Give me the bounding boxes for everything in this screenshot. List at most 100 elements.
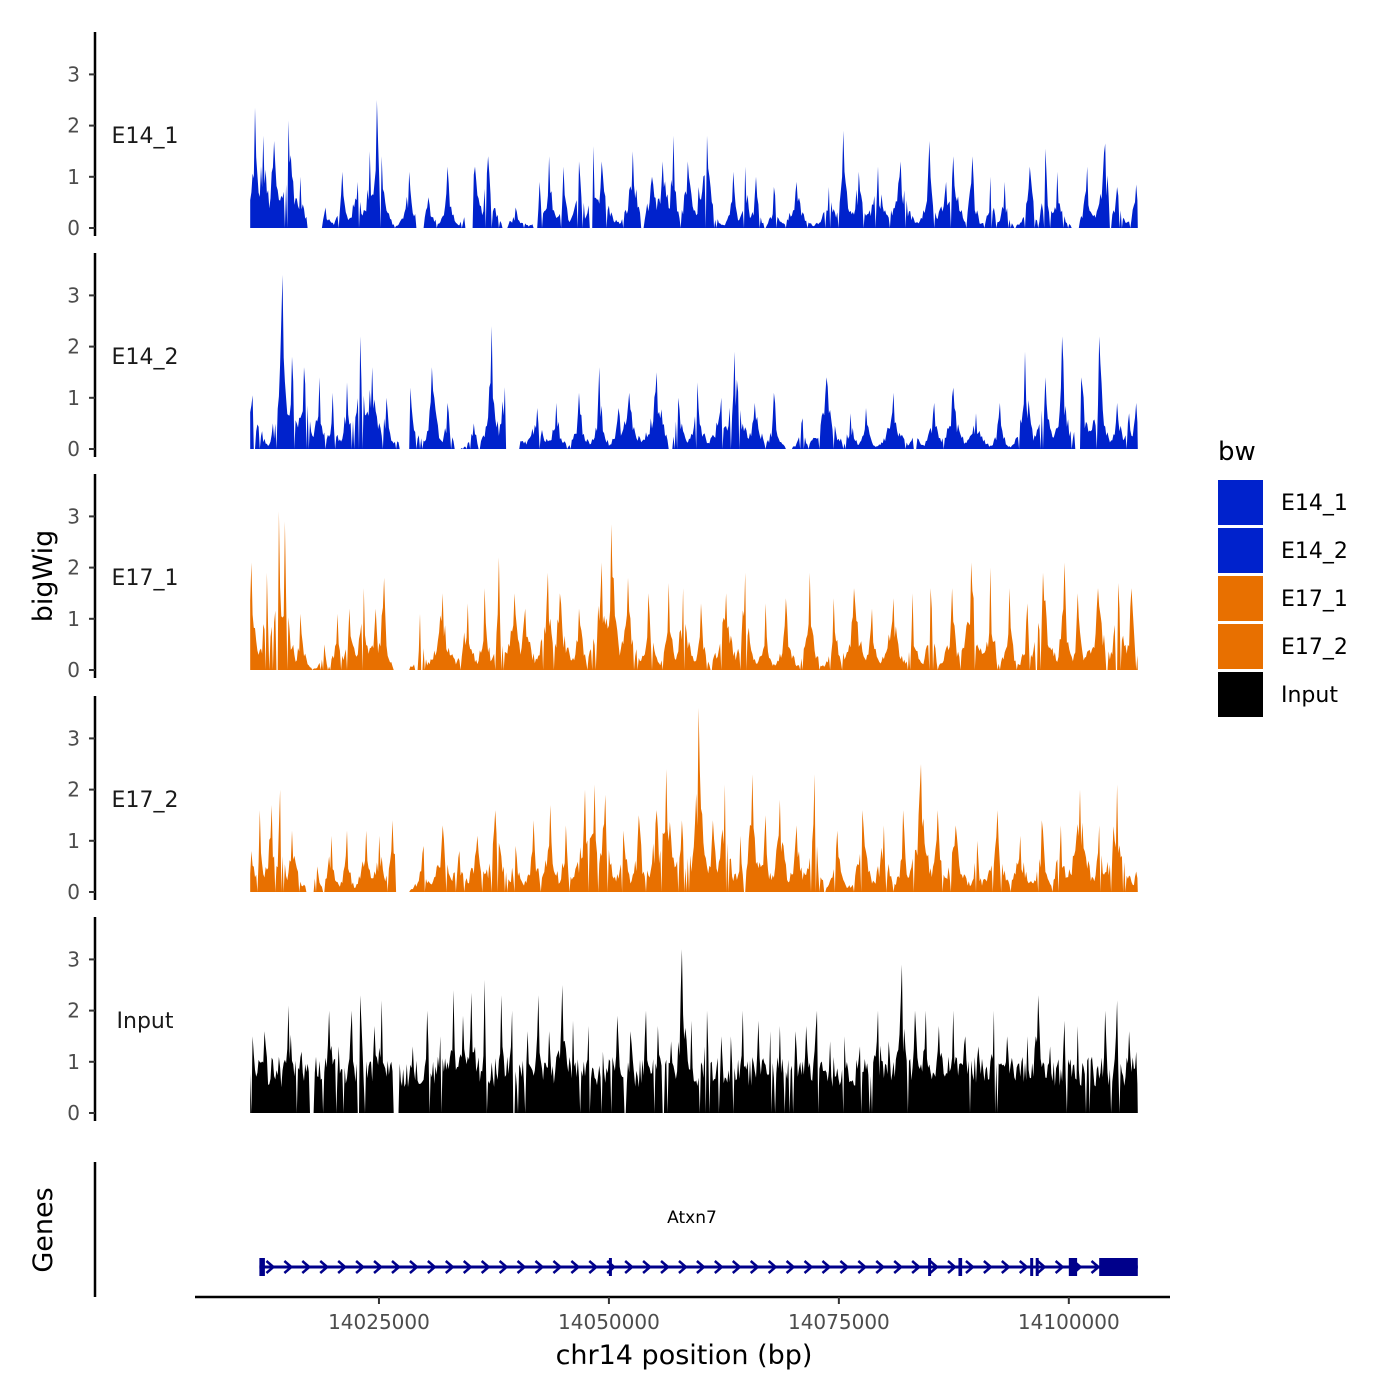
y-tick-label: 3 xyxy=(67,283,80,307)
signal-tracks: 0 1 2 3 E14_1 0 1 2 3 E14_2 0 1 2 3 E17_1 0 1 2 3 E17_2 0 1 2 3… xyxy=(67,32,1138,1125)
strand-arrow xyxy=(965,1260,975,1274)
strand-arrow xyxy=(283,1260,294,1274)
exon xyxy=(1030,1258,1034,1276)
strand-arrow xyxy=(678,1260,688,1274)
strand-arrow xyxy=(875,1260,886,1274)
strand-arrow xyxy=(1054,1260,1065,1274)
strand-arrow xyxy=(552,1260,563,1274)
strand-arrow xyxy=(660,1260,670,1274)
strand-arrow xyxy=(534,1260,545,1274)
track-Input: 0 1 2 3 Input xyxy=(67,917,1138,1125)
track-label: E14_1 xyxy=(112,124,179,149)
strand-arrow xyxy=(1036,1260,1047,1274)
legend-label-Input: Input xyxy=(1281,683,1338,708)
y-tick-label: 1 xyxy=(67,1050,80,1074)
track-E17_2: 0 1 2 3 E17_2 xyxy=(67,696,1138,904)
exon xyxy=(928,1258,932,1276)
strand-arrow xyxy=(642,1260,653,1274)
track-label: E14_2 xyxy=(112,345,179,370)
strand-arrow xyxy=(624,1260,635,1274)
strand-arrow xyxy=(427,1260,437,1274)
strand-arrow xyxy=(911,1260,922,1274)
signal-area-E14_2 xyxy=(250,274,1138,449)
strand-arrow xyxy=(947,1260,957,1274)
strand-arrow xyxy=(749,1260,760,1274)
strand-arrow xyxy=(1090,1260,1101,1274)
exon xyxy=(958,1258,963,1276)
y-tick-label: 0 xyxy=(67,658,80,682)
legend-key-Input xyxy=(1218,672,1263,717)
strand-arrow xyxy=(444,1260,455,1274)
strand-arrow xyxy=(893,1260,904,1274)
strand-arrow xyxy=(857,1260,868,1274)
y-tick-label: 0 xyxy=(67,880,80,904)
y-tick-label: 0 xyxy=(67,216,80,240)
strand-arrow xyxy=(767,1260,778,1274)
x-axis-title: chr14 position (bp) xyxy=(556,1340,813,1371)
x-tick-label: 14025000 xyxy=(328,1310,430,1334)
strand-arrow xyxy=(1018,1260,1029,1274)
gene-track: Atxn7 xyxy=(93,1162,1138,1297)
strand-arrow xyxy=(929,1260,939,1274)
strand-arrow xyxy=(498,1260,509,1274)
strand-arrow xyxy=(319,1260,330,1274)
y-tick-label: 2 xyxy=(67,114,80,138)
exon xyxy=(1035,1258,1039,1276)
y-tick-label: 3 xyxy=(67,947,80,971)
strand-arrow xyxy=(696,1260,706,1274)
strand-arrow xyxy=(373,1260,383,1274)
strand-arrow xyxy=(803,1260,814,1274)
x-tick-label: 14075000 xyxy=(788,1310,890,1334)
track-label: E17_1 xyxy=(112,566,179,591)
strand-arrow xyxy=(391,1260,401,1274)
y-tick-label: 2 xyxy=(67,999,80,1023)
legend-key-E14_1 xyxy=(1218,480,1263,525)
y-tick-label: 2 xyxy=(67,335,80,359)
strand-arrow xyxy=(409,1260,419,1274)
gene-name-label: Atxn7 xyxy=(667,1208,717,1228)
exon xyxy=(608,1258,612,1276)
strand-arrow xyxy=(355,1260,366,1274)
strand-arrow xyxy=(265,1260,276,1274)
y-tick-label: 0 xyxy=(67,437,80,461)
strand-arrow xyxy=(983,1260,993,1274)
y-tick-label: 1 xyxy=(67,829,80,853)
legend-label-E17_2: E17_2 xyxy=(1281,635,1348,660)
legend-label-E14_1: E14_1 xyxy=(1281,491,1348,516)
y-tick-label: 0 xyxy=(67,1101,80,1125)
genes-axis-title: Genes xyxy=(28,1187,59,1272)
exon xyxy=(1068,1258,1078,1276)
exon xyxy=(259,1258,265,1276)
y-tick-label: 3 xyxy=(67,726,80,750)
strand-arrow xyxy=(462,1260,473,1274)
y-axis-title: bigWig xyxy=(28,530,59,623)
x-tick-label: 14100000 xyxy=(1018,1310,1120,1334)
legend: bw E14_1 E14_2 E17_1 E17_2 Input xyxy=(1218,437,1348,717)
x-axis: 14025000 14050000 14075000 14100000 xyxy=(195,1295,1170,1334)
legend-label-E17_1: E17_1 xyxy=(1281,587,1348,612)
strand-arrow xyxy=(714,1260,724,1274)
y-tick-label: 1 xyxy=(67,386,80,410)
y-tick-label: 1 xyxy=(67,607,80,631)
strand-arrow xyxy=(301,1260,312,1274)
strand-arrow xyxy=(588,1260,599,1274)
y-tick-label: 2 xyxy=(67,778,80,802)
legend-key-E17_2 xyxy=(1218,624,1263,669)
track-label: E17_2 xyxy=(112,788,179,813)
y-tick-label: 3 xyxy=(67,62,80,86)
strand-arrow xyxy=(821,1260,832,1274)
exon xyxy=(1099,1258,1138,1276)
strand-arrow xyxy=(516,1260,527,1274)
track-E14_1: 0 1 2 3 E14_1 xyxy=(67,32,1138,240)
strand-arrow xyxy=(1000,1260,1011,1274)
strand-arrow xyxy=(337,1260,348,1274)
track-E14_2: 0 1 2 3 E14_2 xyxy=(67,253,1138,461)
signal-area-E17_2 xyxy=(250,707,1138,892)
legend-label-E14_2: E14_2 xyxy=(1281,539,1348,564)
signal-area-E14_1 xyxy=(250,100,1138,228)
track-label: Input xyxy=(117,1009,174,1034)
strand-arrow xyxy=(785,1260,796,1274)
y-tick-label: 2 xyxy=(67,556,80,580)
track-E17_1: 0 1 2 3 E17_1 xyxy=(67,474,1138,682)
y-tick-label: 1 xyxy=(67,165,80,189)
